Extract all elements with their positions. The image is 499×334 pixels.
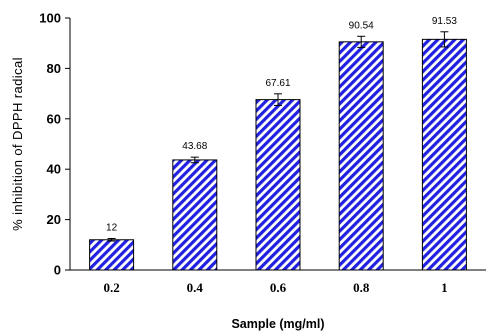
error-bars <box>107 31 449 242</box>
bar-0.8 <box>338 41 384 271</box>
y-tick-label: 80 <box>47 61 61 76</box>
bar-0.2 <box>89 239 135 271</box>
y-axis-title: % inhibition of DPPH radical <box>10 57 25 231</box>
y-tick-label: 60 <box>47 111 61 126</box>
x-tick-label: 0.8 <box>353 280 370 295</box>
bar-0.6 <box>255 99 301 271</box>
x-tick-label: 0.6 <box>270 280 287 295</box>
x-axis-title: Sample (mg/ml) <box>231 317 324 331</box>
bar-0.4 <box>172 159 218 271</box>
bar-1 <box>421 38 467 271</box>
y-axis-ticks: 0 20 40 60 80 100 <box>39 11 70 278</box>
data-label: 91.53 <box>432 16 457 27</box>
x-tick-label: 0.4 <box>187 280 204 295</box>
bars <box>89 38 467 271</box>
data-label: 43.68 <box>182 141 207 152</box>
y-tick-label: 20 <box>47 212 61 227</box>
x-tick-label: 0.2 <box>103 280 119 295</box>
data-label: 90.54 <box>349 20 374 31</box>
data-labels: 12 43.68 67.61 90.54 91.53 <box>106 16 457 234</box>
data-label: 67.61 <box>265 78 290 89</box>
y-tick-label: 100 <box>39 11 61 26</box>
y-tick-label: 40 <box>47 162 61 177</box>
x-axis-ticks: 0.2 0.4 0.6 0.8 1 <box>103 280 447 295</box>
data-label: 12 <box>106 223 118 234</box>
x-tick-label: 1 <box>441 280 448 295</box>
y-tick-label: 0 <box>54 263 61 278</box>
